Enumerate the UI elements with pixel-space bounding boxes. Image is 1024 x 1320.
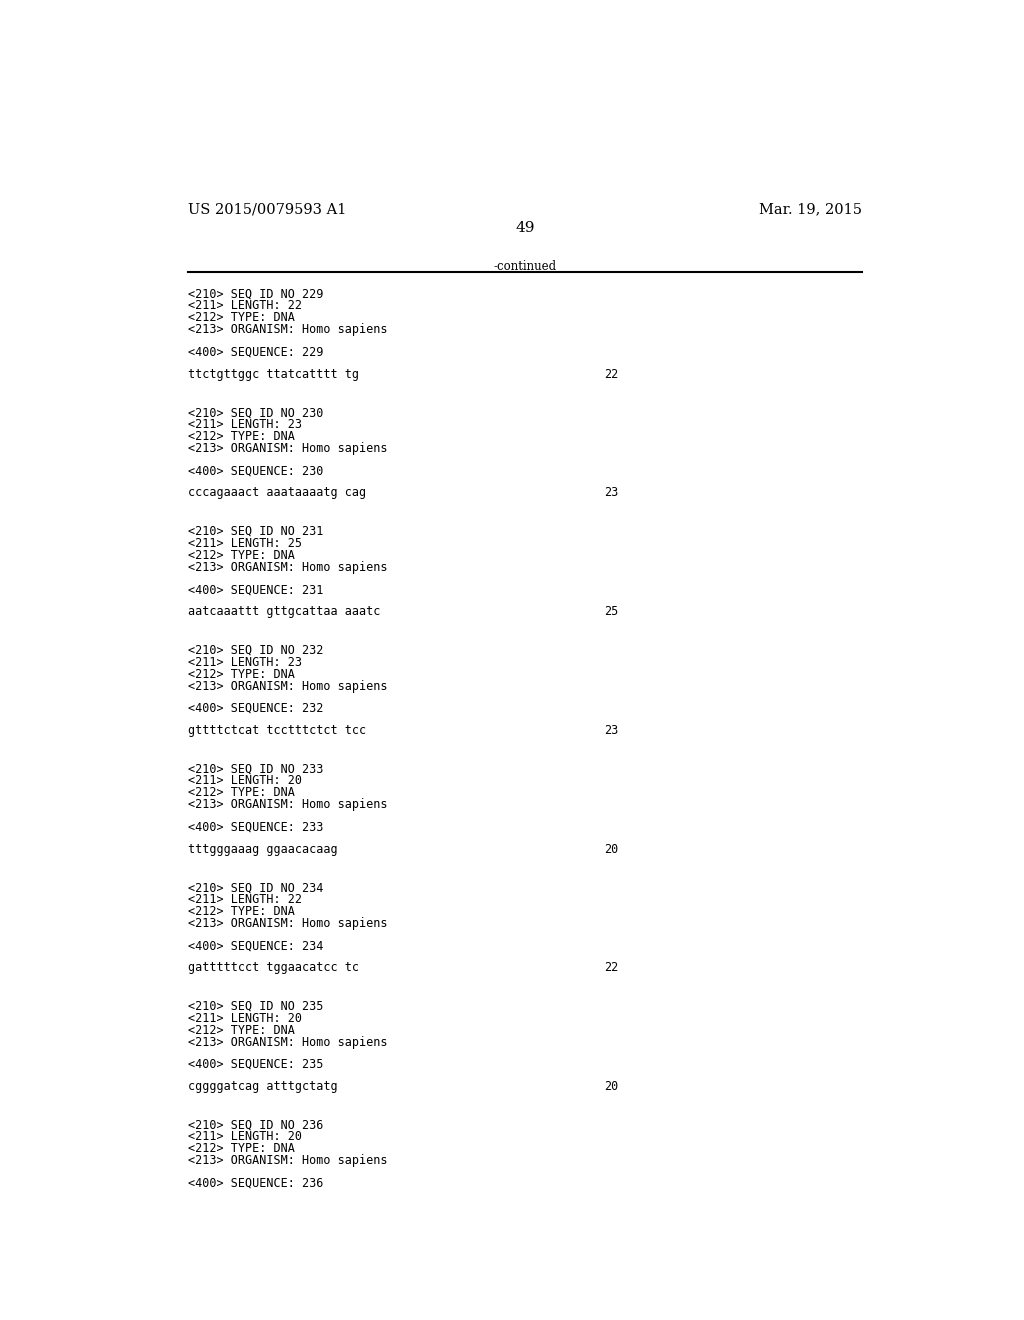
Text: <213> ORGANISM: Homo sapiens: <213> ORGANISM: Homo sapiens bbox=[187, 799, 387, 812]
Text: US 2015/0079593 A1: US 2015/0079593 A1 bbox=[187, 202, 346, 216]
Text: <210> SEQ ID NO 234: <210> SEQ ID NO 234 bbox=[187, 880, 323, 894]
Text: <210> SEQ ID NO 231: <210> SEQ ID NO 231 bbox=[187, 525, 323, 539]
Text: <213> ORGANISM: Homo sapiens: <213> ORGANISM: Homo sapiens bbox=[187, 1036, 387, 1049]
Text: 49: 49 bbox=[515, 222, 535, 235]
Text: 25: 25 bbox=[604, 605, 618, 618]
Text: aatcaaattt gttgcattaa aaatc: aatcaaattt gttgcattaa aaatc bbox=[187, 605, 380, 618]
Text: gatttttcct tggaacatcc tc: gatttttcct tggaacatcc tc bbox=[187, 961, 358, 974]
Text: <213> ORGANISM: Homo sapiens: <213> ORGANISM: Homo sapiens bbox=[187, 442, 387, 455]
Text: <211> LENGTH: 23: <211> LENGTH: 23 bbox=[187, 656, 301, 669]
Text: ttctgttggc ttatcatttt tg: ttctgttggc ttatcatttt tg bbox=[187, 368, 358, 380]
Text: 20: 20 bbox=[604, 842, 618, 855]
Text: cccagaaact aaataaaatg cag: cccagaaact aaataaaatg cag bbox=[187, 487, 366, 499]
Text: <400> SEQUENCE: 234: <400> SEQUENCE: 234 bbox=[187, 940, 323, 952]
Text: <210> SEQ ID NO 235: <210> SEQ ID NO 235 bbox=[187, 999, 323, 1012]
Text: <212> TYPE: DNA: <212> TYPE: DNA bbox=[187, 1143, 294, 1155]
Text: 22: 22 bbox=[604, 368, 618, 380]
Text: <400> SEQUENCE: 230: <400> SEQUENCE: 230 bbox=[187, 465, 323, 478]
Text: <210> SEQ ID NO 229: <210> SEQ ID NO 229 bbox=[187, 288, 323, 301]
Text: <211> LENGTH: 22: <211> LENGTH: 22 bbox=[187, 300, 301, 313]
Text: <213> ORGANISM: Homo sapiens: <213> ORGANISM: Homo sapiens bbox=[187, 917, 387, 931]
Text: <212> TYPE: DNA: <212> TYPE: DNA bbox=[187, 906, 294, 917]
Text: <210> SEQ ID NO 232: <210> SEQ ID NO 232 bbox=[187, 644, 323, 656]
Text: <400> SEQUENCE: 229: <400> SEQUENCE: 229 bbox=[187, 346, 323, 359]
Text: cggggatcag atttgctatg: cggggatcag atttgctatg bbox=[187, 1080, 337, 1093]
Text: <212> TYPE: DNA: <212> TYPE: DNA bbox=[187, 1024, 294, 1036]
Text: 20: 20 bbox=[604, 1080, 618, 1093]
Text: 23: 23 bbox=[604, 723, 618, 737]
Text: <212> TYPE: DNA: <212> TYPE: DNA bbox=[187, 787, 294, 800]
Text: <212> TYPE: DNA: <212> TYPE: DNA bbox=[187, 312, 294, 325]
Text: 22: 22 bbox=[604, 961, 618, 974]
Text: <210> SEQ ID NO 230: <210> SEQ ID NO 230 bbox=[187, 407, 323, 420]
Text: <211> LENGTH: 20: <211> LENGTH: 20 bbox=[187, 1130, 301, 1143]
Text: <211> LENGTH: 25: <211> LENGTH: 25 bbox=[187, 537, 301, 550]
Text: <212> TYPE: DNA: <212> TYPE: DNA bbox=[187, 549, 294, 562]
Text: <213> ORGANISM: Homo sapiens: <213> ORGANISM: Homo sapiens bbox=[187, 561, 387, 574]
Text: <211> LENGTH: 20: <211> LENGTH: 20 bbox=[187, 1011, 301, 1024]
Text: <213> ORGANISM: Homo sapiens: <213> ORGANISM: Homo sapiens bbox=[187, 680, 387, 693]
Text: <400> SEQUENCE: 235: <400> SEQUENCE: 235 bbox=[187, 1057, 323, 1071]
Text: <212> TYPE: DNA: <212> TYPE: DNA bbox=[187, 668, 294, 681]
Text: gttttctcat tcctttctct tcc: gttttctcat tcctttctct tcc bbox=[187, 723, 366, 737]
Text: <213> ORGANISM: Homo sapiens: <213> ORGANISM: Homo sapiens bbox=[187, 323, 387, 337]
Text: -continued: -continued bbox=[494, 260, 556, 273]
Text: <212> TYPE: DNA: <212> TYPE: DNA bbox=[187, 430, 294, 444]
Text: <400> SEQUENCE: 236: <400> SEQUENCE: 236 bbox=[187, 1176, 323, 1189]
Text: <211> LENGTH: 20: <211> LENGTH: 20 bbox=[187, 775, 301, 787]
Text: <211> LENGTH: 23: <211> LENGTH: 23 bbox=[187, 418, 301, 432]
Text: <210> SEQ ID NO 236: <210> SEQ ID NO 236 bbox=[187, 1118, 323, 1131]
Text: 23: 23 bbox=[604, 487, 618, 499]
Text: <400> SEQUENCE: 233: <400> SEQUENCE: 233 bbox=[187, 821, 323, 833]
Text: <213> ORGANISM: Homo sapiens: <213> ORGANISM: Homo sapiens bbox=[187, 1155, 387, 1167]
Text: tttgggaaag ggaacacaag: tttgggaaag ggaacacaag bbox=[187, 842, 337, 855]
Text: Mar. 19, 2015: Mar. 19, 2015 bbox=[759, 202, 862, 216]
Text: <211> LENGTH: 22: <211> LENGTH: 22 bbox=[187, 894, 301, 906]
Text: <400> SEQUENCE: 232: <400> SEQUENCE: 232 bbox=[187, 702, 323, 714]
Text: <210> SEQ ID NO 233: <210> SEQ ID NO 233 bbox=[187, 763, 323, 775]
Text: <400> SEQUENCE: 231: <400> SEQUENCE: 231 bbox=[187, 583, 323, 597]
